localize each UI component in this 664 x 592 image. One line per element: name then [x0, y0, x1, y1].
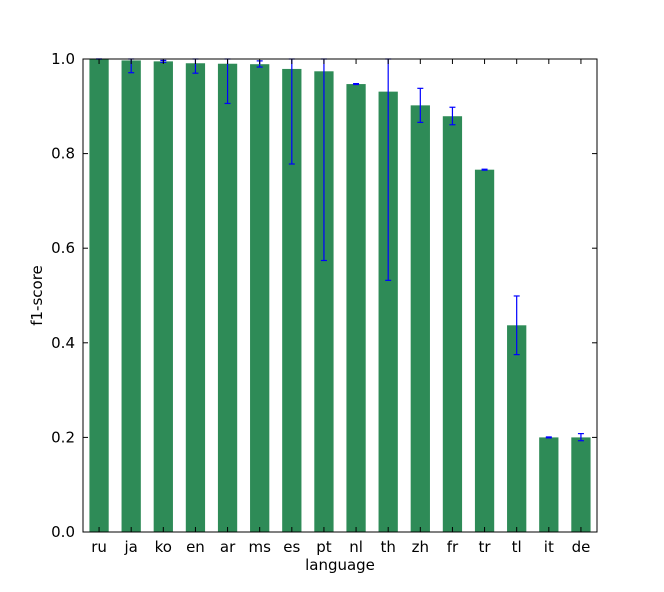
error-bar-tl [513, 295, 520, 356]
x-tick-label-fr: fr [447, 538, 459, 556]
bar-ms [250, 64, 270, 532]
y-tick-label-0.2: 0.2 [51, 428, 75, 446]
bar-tl [507, 325, 527, 532]
bar-nl [346, 84, 366, 532]
x-tick-label-ms: ms [248, 538, 271, 556]
bar-zh [410, 105, 430, 532]
x-tick-label-nl: nl [349, 538, 363, 556]
error-bar-it [545, 436, 552, 439]
y-tick-label-0.4: 0.4 [51, 334, 75, 352]
error-bar-tr [481, 168, 488, 171]
x-tick-label-en: en [186, 538, 205, 556]
x-tick-label-ar: ar [220, 538, 236, 556]
x-tick-label-zh: zh [412, 538, 429, 556]
bar-ko [153, 61, 173, 533]
plot-frame [82, 58, 598, 533]
x-axis-label: language [305, 556, 375, 574]
bars-group [89, 59, 591, 533]
y-tick-label-1.0: 1.0 [51, 50, 75, 68]
bar-ja [121, 60, 141, 532]
error-bar-fr [449, 106, 456, 126]
bar-en [185, 63, 206, 533]
bar-de [571, 437, 591, 532]
x-tick-label-it: it [544, 538, 554, 556]
y-tick-label-0.0: 0.0 [51, 523, 75, 541]
x-tick-label-tr: tr [479, 538, 492, 556]
x-tick-label-ru: ru [91, 538, 107, 556]
bar-es [282, 68, 302, 533]
x-tick-label-th: th [380, 538, 395, 556]
x-tick-label-tl: tl [512, 538, 522, 556]
x-tick-label-de: de [572, 538, 591, 556]
y-tick-label-0.8: 0.8 [51, 145, 75, 163]
error-bar-de [577, 433, 584, 442]
y-tick-label-0.6: 0.6 [51, 239, 75, 257]
bar-it [539, 437, 559, 532]
y-axis-label: f1-score [28, 265, 46, 326]
x-tick-label-ko: ko [155, 538, 172, 556]
x-tick-label-es: es [283, 538, 300, 556]
bar-tr [474, 169, 495, 532]
bar-pt [314, 71, 334, 532]
error-bar-zh [417, 87, 424, 123]
bar-ru [89, 59, 109, 532]
error-bar-nl [353, 82, 360, 86]
bar-ar [217, 63, 238, 532]
bar-th [378, 91, 398, 533]
bar-fr [442, 116, 463, 532]
x-tick-label-ja: ja [124, 538, 138, 556]
y-axis: 0.0 0.2 0.4 0.6 0.8 1.0 [51, 50, 597, 541]
x-tick-label-pt: pt [316, 538, 332, 556]
x-axis: ru ja ko en ar ms es pt nl th zh fr tr tl it de [91, 59, 590, 556]
